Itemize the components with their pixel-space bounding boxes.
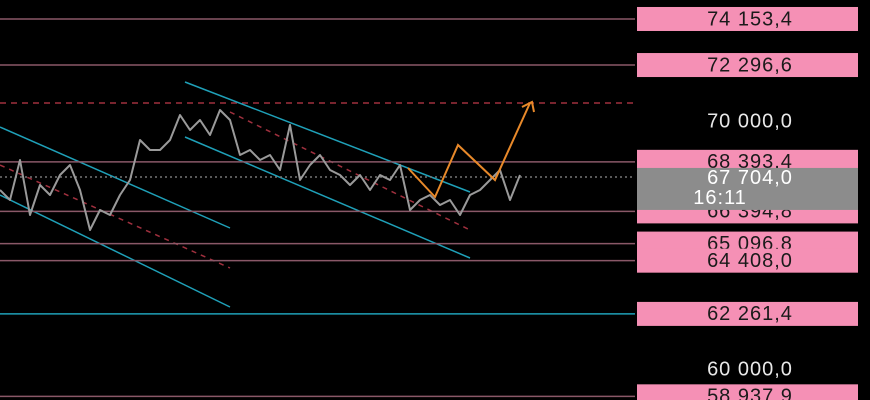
- y-tick-label: 60 000,0: [707, 358, 793, 380]
- level-label: 74 153,4: [707, 8, 793, 30]
- channel-mid: [229, 111, 471, 231]
- level-label: 58 937,9: [707, 386, 793, 400]
- level-box: [637, 248, 858, 273]
- price-line: [0, 109, 521, 231]
- plot: [0, 18, 635, 398]
- level-box: [637, 384, 858, 400]
- drawings: [0, 81, 635, 308]
- last-price-time: 16:11: [693, 187, 747, 209]
- level-label: 62 261,4: [707, 303, 793, 325]
- last-price-box: [637, 167, 858, 210]
- level-label: 64 408,0: [707, 250, 793, 272]
- level-label: 72 296,6: [707, 54, 793, 76]
- price-axis: 74 153,472 296,668 393,466 394,865 096,8…: [635, 6, 858, 400]
- level-box: [637, 301, 858, 326]
- channel-mid: [0, 164, 231, 269]
- channel-line: [184, 136, 471, 259]
- y-tick-label: 70 000,0: [707, 110, 793, 132]
- channel-line: [0, 194, 231, 308]
- last-price-label: 67 704,0: [707, 167, 793, 189]
- level-label: 68 393,4: [707, 151, 793, 173]
- channel-line: [184, 81, 471, 193]
- level-box: [637, 6, 858, 31]
- projection: [407, 102, 531, 199]
- projection-arrow: [521, 100, 535, 113]
- level-box: [637, 53, 858, 78]
